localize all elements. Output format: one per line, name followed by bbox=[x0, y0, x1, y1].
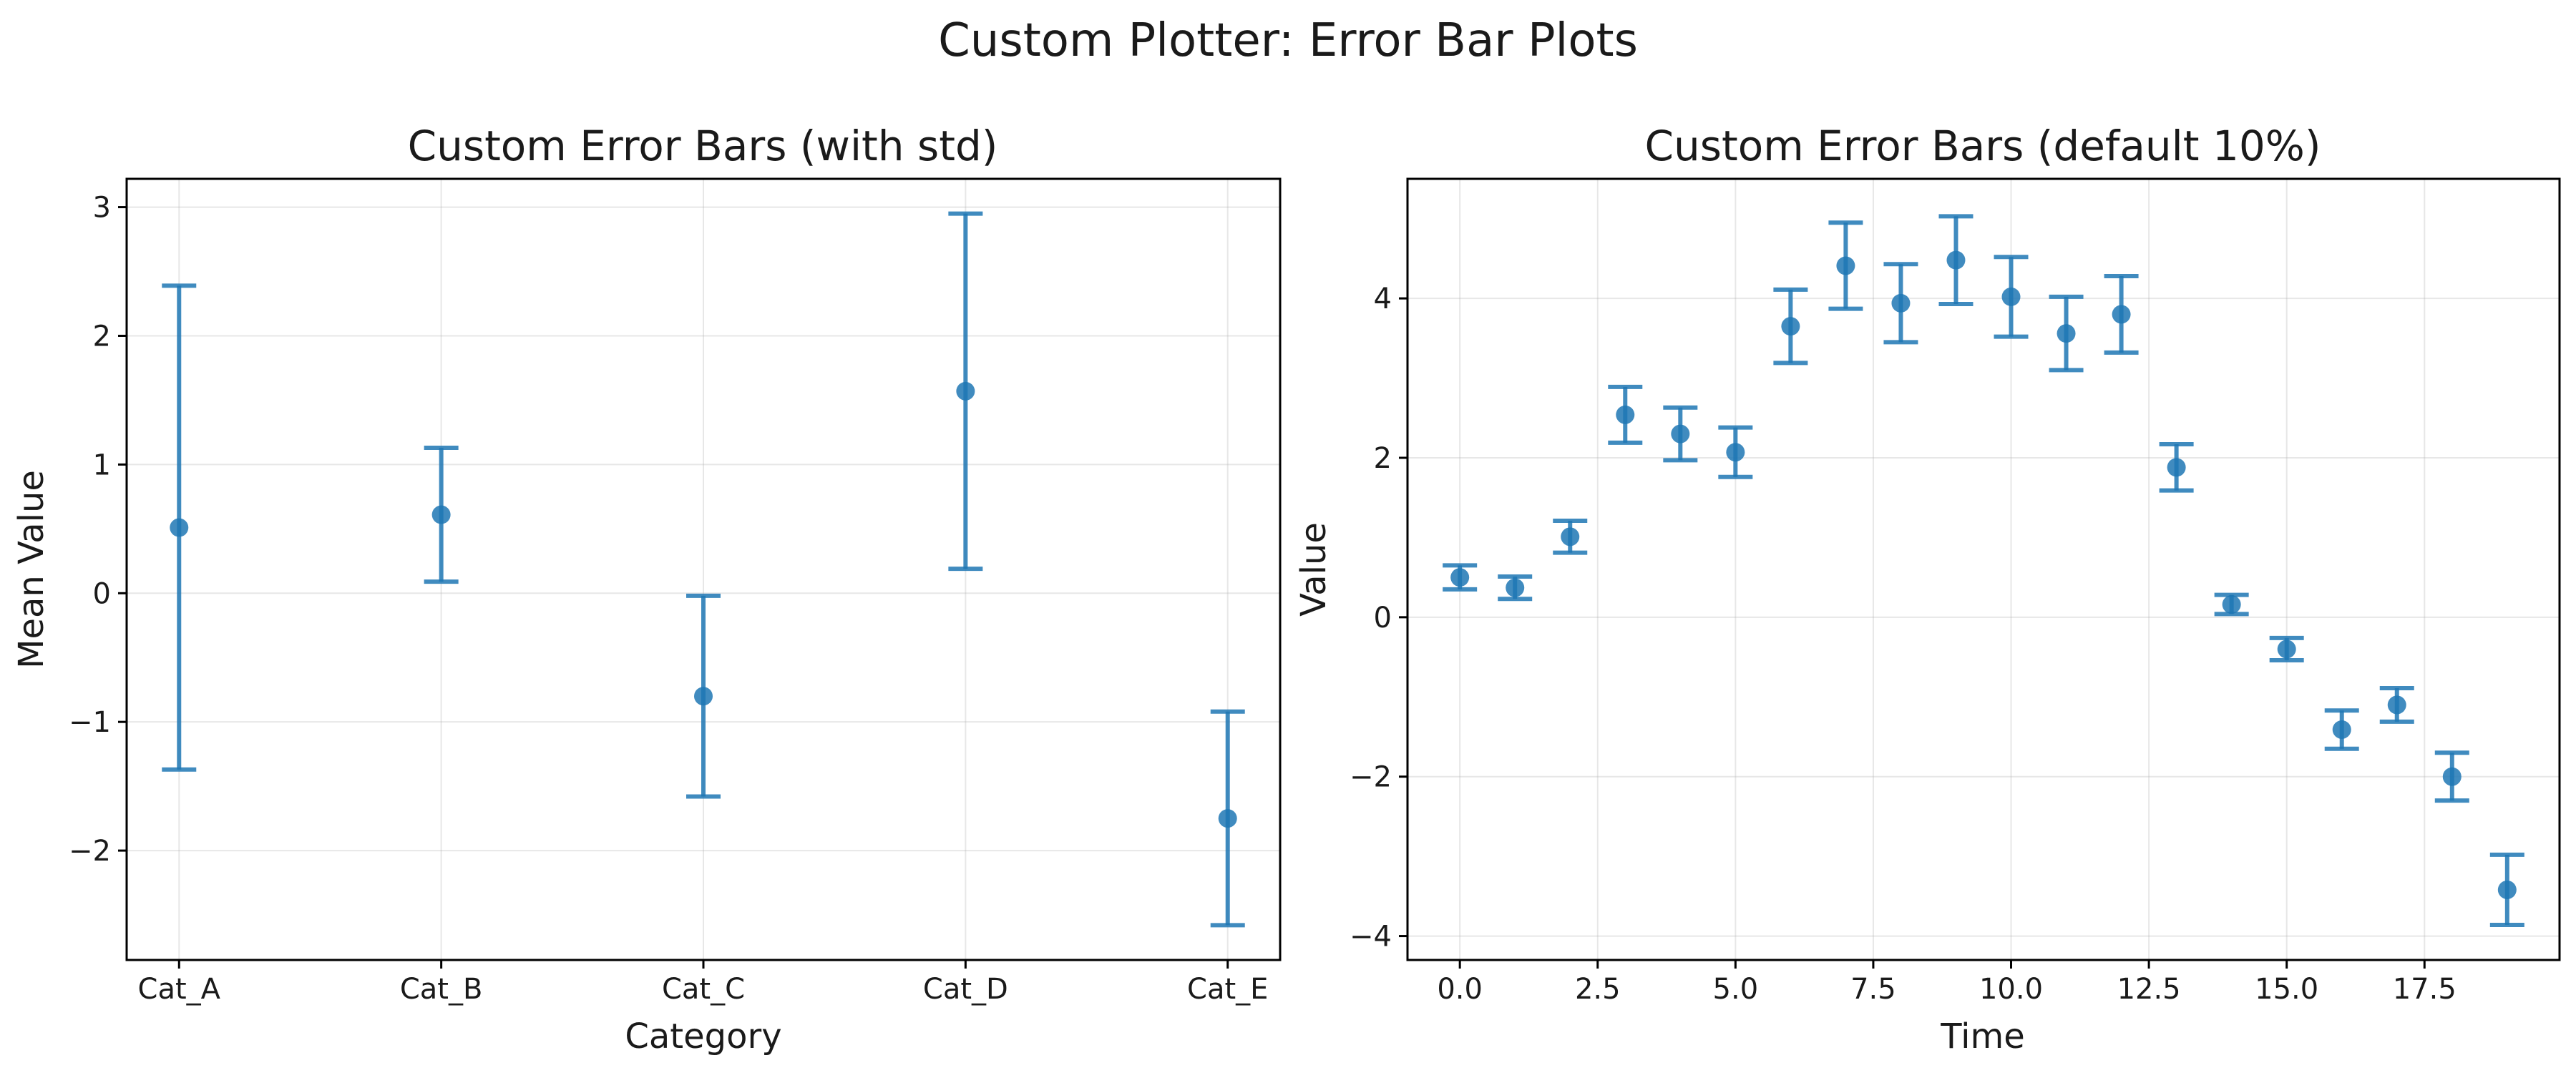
left-ticks: Cat_A Cat_B Cat_C Cat_D Cat_E −2 −1 0 1 2 3 bbox=[69, 192, 1268, 1006]
right-x-tick-label: 5.0 bbox=[1713, 973, 1759, 1006]
right-data-point bbox=[1726, 443, 1745, 462]
right-axes-frame bbox=[1406, 177, 2561, 961]
right-x-tick-label: 10.0 bbox=[1979, 973, 2043, 1006]
right-x-tick-label: 12.5 bbox=[2117, 973, 2181, 1006]
right-y-axis-label: Value bbox=[1294, 522, 1334, 617]
right-data-point bbox=[1616, 405, 1635, 424]
left-x-tick-label: Cat_B bbox=[400, 973, 483, 1006]
right-data-point bbox=[2332, 720, 2351, 739]
right-x-tick-label: 15.0 bbox=[2255, 973, 2318, 1006]
left-y-tick-label: 2 bbox=[93, 320, 111, 353]
left-data-point bbox=[431, 505, 451, 524]
left-marks bbox=[162, 211, 1245, 928]
left-x-axis-label: Category bbox=[625, 1016, 781, 1057]
left-data-point bbox=[694, 687, 713, 706]
left-y-tick-label: −1 bbox=[69, 706, 111, 739]
left-data-point bbox=[1218, 809, 1237, 828]
right-x-tick-label: 0.0 bbox=[1437, 973, 1483, 1006]
right-data-point bbox=[1946, 250, 1966, 270]
left-x-tick-label: Cat_C bbox=[662, 973, 745, 1006]
right-ticks: 0.0 2.5 5.0 7.5 10.0 12.5 15.0 17.5 −4 −2 0 2 4 bbox=[1350, 283, 2457, 1006]
right-data-point bbox=[2387, 695, 2406, 715]
left-y-axis-label: Mean Value bbox=[11, 470, 52, 669]
left-y-tick-label: −2 bbox=[69, 835, 111, 868]
left-y-tick-label: 3 bbox=[93, 192, 111, 225]
right-data-point bbox=[2442, 767, 2462, 786]
right-x-tick-label: 17.5 bbox=[2393, 973, 2457, 1006]
right-data-point bbox=[2112, 305, 2131, 324]
right-data-point bbox=[2057, 324, 2076, 343]
right-grid bbox=[1407, 179, 2560, 960]
right-data-point bbox=[1781, 317, 1800, 336]
right-data-point bbox=[2167, 458, 2186, 477]
left-x-tick-label: Cat_E bbox=[1187, 973, 1268, 1006]
right-data-point bbox=[1561, 527, 1580, 547]
left-x-tick-label: Cat_D bbox=[923, 973, 1008, 1006]
right-y-tick-label: 0 bbox=[1374, 602, 1392, 635]
right-chart: Custom Error Bars (default 10%) 0.0 2.5 5.… bbox=[1294, 122, 2561, 1057]
right-marks bbox=[1443, 214, 2524, 927]
right-data-point bbox=[1671, 424, 1690, 444]
right-y-tick-label: −4 bbox=[1350, 921, 1392, 954]
right-data-point bbox=[1506, 578, 1525, 597]
left-y-tick-label: 0 bbox=[93, 577, 111, 610]
right-data-point bbox=[2001, 287, 2021, 306]
right-y-tick-label: 2 bbox=[1374, 442, 1392, 475]
left-data-point bbox=[170, 518, 189, 537]
right-y-tick-label: −2 bbox=[1350, 761, 1392, 794]
left-data-point bbox=[956, 381, 975, 401]
right-data-point bbox=[2222, 595, 2241, 614]
right-y-tick-label: 4 bbox=[1374, 283, 1392, 315]
left-x-tick-label: Cat_A bbox=[138, 973, 221, 1006]
left-chart: Custom Error Bars (with std) Cat_A Cat_B C… bbox=[11, 122, 1282, 1057]
figure-suptitle: Custom Plotter: Error Bar Plots bbox=[938, 14, 1638, 67]
left-y-tick-label: 1 bbox=[93, 449, 111, 481]
right-data-point bbox=[1450, 568, 1470, 587]
right-x-axis-label: Time bbox=[1940, 1016, 2024, 1057]
right-data-point bbox=[2277, 640, 2296, 659]
right-data-point bbox=[1836, 256, 1855, 275]
right-x-tick-label: 2.5 bbox=[1575, 973, 1621, 1006]
right-chart-title: Custom Error Bars (default 10%) bbox=[1645, 122, 2321, 170]
left-grid bbox=[127, 179, 1280, 960]
right-x-tick-label: 7.5 bbox=[1850, 973, 1896, 1006]
left-chart-title: Custom Error Bars (with std) bbox=[408, 122, 998, 170]
right-data-point bbox=[2497, 880, 2517, 899]
right-data-point bbox=[1891, 293, 1911, 313]
